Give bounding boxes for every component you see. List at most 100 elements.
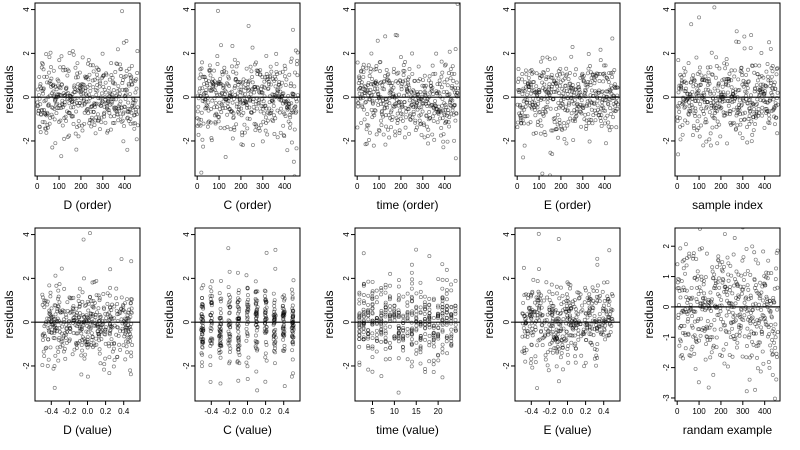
data-point (103, 356, 108, 361)
data-point (278, 89, 283, 94)
data-point (100, 99, 105, 104)
data-point (415, 107, 420, 112)
data-point (534, 310, 539, 315)
data-point (547, 322, 552, 327)
data-point (132, 126, 137, 131)
data-point (597, 88, 601, 93)
data-point (281, 314, 286, 319)
data-point (774, 96, 779, 101)
data-point (543, 357, 548, 362)
data-point (775, 330, 780, 334)
data-point (392, 309, 397, 314)
data-point (114, 332, 119, 337)
data-point (111, 88, 116, 93)
data-point (70, 49, 75, 53)
data-point (203, 90, 208, 95)
data-point (123, 309, 127, 314)
data-point (437, 91, 442, 96)
data-point (95, 329, 100, 333)
data-point (737, 102, 742, 107)
data-point (281, 303, 285, 308)
data-point (516, 67, 521, 71)
data-point (231, 111, 236, 116)
data-point (401, 294, 406, 299)
data-point (115, 47, 120, 52)
data-point (728, 263, 733, 268)
data-point (440, 328, 445, 333)
data-point (555, 349, 560, 354)
data-point (405, 331, 410, 336)
data-point (383, 310, 388, 315)
data-point (448, 67, 453, 72)
data-point (522, 88, 527, 93)
data-point (282, 343, 287, 348)
data-point (591, 333, 596, 338)
data-point (775, 131, 780, 136)
data-point (210, 294, 215, 299)
data-point (754, 344, 759, 349)
data-point (267, 94, 272, 99)
data-point (97, 351, 102, 356)
data-point (400, 344, 405, 349)
data-point (738, 312, 742, 317)
data-point (105, 130, 110, 135)
data-point (273, 361, 277, 366)
data-point (230, 100, 235, 105)
data-point (770, 372, 775, 377)
data-point (282, 134, 287, 139)
data-point (120, 78, 125, 83)
data-point (48, 294, 53, 299)
data-point (732, 74, 737, 79)
data-point (387, 314, 392, 319)
data-point (129, 259, 134, 264)
data-point (445, 83, 450, 88)
data-point (379, 331, 384, 335)
data-point (128, 334, 133, 339)
y-tick-label: -2 (502, 137, 511, 145)
data-point (387, 317, 392, 321)
data-point (374, 64, 379, 68)
data-point (127, 109, 132, 114)
data-point (223, 89, 228, 94)
data-point (245, 315, 250, 320)
data-point (402, 135, 407, 140)
y-axis-label: residuals (642, 290, 656, 338)
data-point (529, 342, 534, 347)
data-point (614, 125, 619, 130)
data-point (553, 346, 558, 351)
data-point (271, 104, 276, 108)
data-point (602, 280, 606, 285)
data-point (410, 51, 415, 56)
data-point (599, 118, 603, 123)
data-point (537, 291, 542, 296)
data-point (769, 80, 773, 85)
data-point (401, 338, 406, 343)
data-point (72, 83, 77, 88)
data-point (717, 285, 722, 290)
data-point (530, 100, 535, 105)
y-tick-label: 0 (182, 319, 191, 324)
data-point (45, 80, 49, 85)
data-point (396, 335, 401, 340)
data-point (538, 301, 543, 306)
data-point (450, 98, 455, 103)
data-point (294, 109, 299, 114)
data-point (121, 139, 126, 144)
data-point (200, 296, 205, 300)
data-point (747, 333, 752, 338)
data-point (711, 100, 716, 105)
data-point (383, 329, 388, 334)
data-point (361, 311, 366, 316)
data-point (551, 304, 556, 308)
data-point (679, 85, 684, 90)
data-point (396, 70, 401, 75)
data-point (528, 361, 533, 366)
data-point (395, 111, 400, 116)
data-point (715, 265, 719, 270)
data-point (583, 329, 588, 334)
data-point (383, 308, 388, 312)
data-point (704, 251, 709, 256)
data-point (199, 364, 204, 369)
data-point (436, 358, 441, 363)
data-point (128, 368, 133, 373)
